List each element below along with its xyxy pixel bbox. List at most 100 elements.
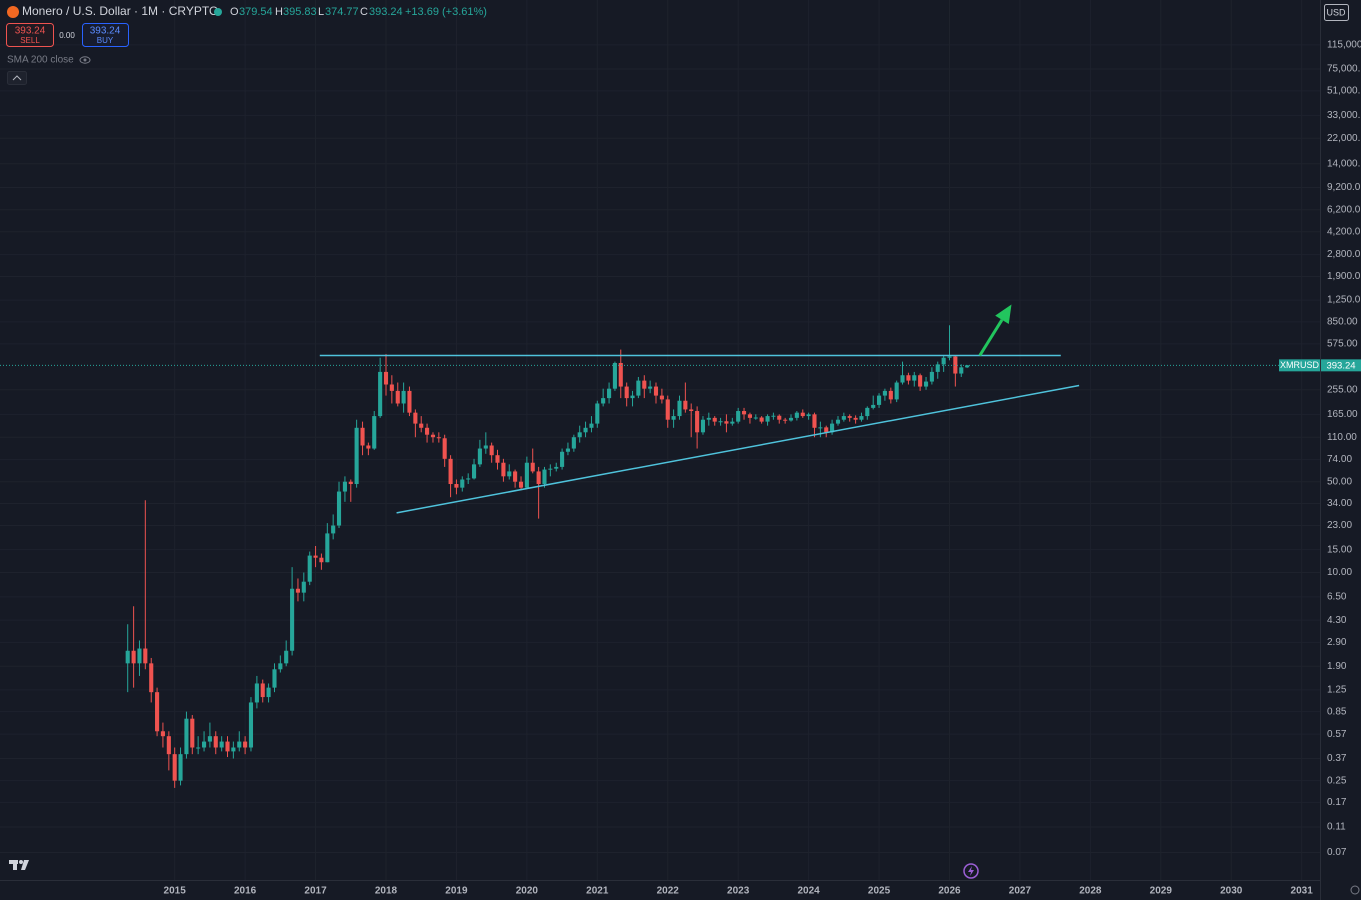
y-tick-label: 1,900.0 xyxy=(1327,271,1361,282)
candle-body xyxy=(290,588,295,651)
candle-body xyxy=(383,371,389,385)
candle-body xyxy=(912,375,917,381)
x-tick-label: 2026 xyxy=(938,886,961,897)
x-tick-label: 2030 xyxy=(1220,886,1243,897)
legend-header: Monero / U.S. Dollar · 1M · CRYPTO O 379… xyxy=(7,4,487,18)
logo-part xyxy=(19,860,23,864)
candle-body xyxy=(783,419,788,421)
candle-body xyxy=(607,388,612,399)
candle-body xyxy=(583,427,588,433)
candle-body xyxy=(882,390,887,396)
y-tick-label: 0.37 xyxy=(1327,753,1347,764)
candle-body xyxy=(143,648,148,664)
y-tick-label: 4,200.0 xyxy=(1327,226,1361,237)
x-tick-label: 2021 xyxy=(586,886,609,897)
candle-body xyxy=(530,462,535,472)
candle-body xyxy=(395,390,400,404)
candle-body xyxy=(442,438,447,459)
eye-icon[interactable] xyxy=(79,56,91,64)
candle-body xyxy=(536,471,541,485)
price-tag-label: 393.24 xyxy=(1326,360,1355,371)
candle-body xyxy=(272,669,277,688)
candle-body xyxy=(160,731,165,737)
replay-circle[interactable] xyxy=(963,863,979,879)
trend-line xyxy=(396,384,1080,514)
low-value: 374.77 xyxy=(325,6,359,18)
candle-body xyxy=(518,481,524,488)
arrow-head xyxy=(995,304,1012,325)
candle-body xyxy=(900,375,905,383)
candle-body xyxy=(436,437,441,439)
candle-body xyxy=(313,555,318,558)
candle-body xyxy=(319,557,324,563)
candle-body xyxy=(184,718,189,755)
candle-body xyxy=(331,525,336,534)
y-tick-label: 6.50 xyxy=(1327,591,1347,602)
candle-body xyxy=(724,421,729,424)
trade-buttons[interactable]: 393.24 SELL 0.00 393.24 BUY xyxy=(6,23,129,47)
candle-body xyxy=(935,364,940,372)
collapse-button[interactable] xyxy=(7,71,27,85)
visibility-toggle[interactable] xyxy=(79,56,91,64)
close-label: C xyxy=(360,6,368,18)
candle-body xyxy=(260,683,265,698)
coin-icon xyxy=(7,6,19,18)
candle-body xyxy=(806,414,811,417)
candle-body xyxy=(741,411,747,415)
candle-body xyxy=(466,478,471,480)
tv-logo xyxy=(9,860,29,870)
candle-body xyxy=(812,414,817,428)
x-tick-label: 2015 xyxy=(164,886,187,897)
sell-label: SELL xyxy=(20,36,40,45)
candle-body xyxy=(131,650,136,664)
y-tick-label: 0.07 xyxy=(1327,847,1347,858)
candle-body xyxy=(254,683,259,703)
candle-body xyxy=(155,692,160,732)
y-tick-label: 1.25 xyxy=(1327,685,1347,696)
candle-body xyxy=(577,432,582,438)
candle-body xyxy=(953,356,958,374)
candle-body xyxy=(636,380,641,396)
candle-body xyxy=(565,448,570,452)
buy-button[interactable] xyxy=(82,23,129,47)
y-tick-label: 4.30 xyxy=(1327,615,1347,626)
candle-body xyxy=(301,581,306,593)
replay-icon[interactable] xyxy=(963,863,979,879)
eye-pupil xyxy=(83,58,87,62)
settings-icon[interactable] xyxy=(1350,885,1360,895)
symbol-tag-label: XMRUSD xyxy=(1280,360,1320,370)
candle-body xyxy=(430,434,436,438)
x-tick-label: 2027 xyxy=(1009,886,1032,897)
currency-button[interactable] xyxy=(1324,4,1349,21)
candle-body xyxy=(642,380,647,389)
open-value: 379.54 xyxy=(239,6,273,18)
candle-body xyxy=(736,411,741,422)
candle-body xyxy=(419,423,424,428)
y-tick-label: 6,200.0 xyxy=(1327,204,1361,215)
x-tick-label: 2020 xyxy=(516,886,539,897)
candle-body xyxy=(389,384,394,391)
candle-body xyxy=(730,421,735,424)
indicator-label: SMA 200 close xyxy=(7,55,74,66)
candle-body xyxy=(894,382,899,400)
candle-body xyxy=(712,417,717,422)
sell-button[interactable] xyxy=(6,23,54,47)
candle-body xyxy=(524,462,529,488)
candle-body xyxy=(196,747,201,749)
candle-body xyxy=(172,754,177,781)
candle-body xyxy=(366,445,371,449)
candle-body xyxy=(941,357,946,365)
y-tick-label: 14,000. xyxy=(1327,158,1360,169)
candle-body xyxy=(178,754,183,781)
x-tick-label: 2017 xyxy=(304,886,327,897)
candle-body xyxy=(929,371,934,382)
candle-body xyxy=(888,390,893,400)
candle-body xyxy=(689,409,694,412)
candle-body xyxy=(800,412,805,417)
logo-part xyxy=(13,860,17,870)
y-tick-label: 15.00 xyxy=(1327,544,1352,555)
candle-body xyxy=(906,375,911,381)
candle-body xyxy=(624,386,629,399)
